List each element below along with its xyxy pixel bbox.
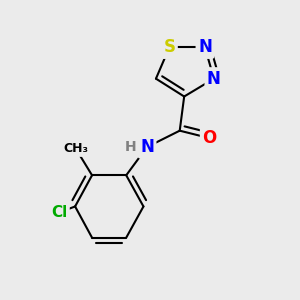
Text: N: N [198, 38, 212, 56]
Text: H: H [125, 140, 136, 154]
Text: N: N [207, 70, 221, 88]
Text: Cl: Cl [51, 205, 68, 220]
Text: N: N [140, 138, 154, 156]
Text: CH₃: CH₃ [63, 142, 88, 155]
Text: S: S [163, 38, 175, 56]
Text: O: O [202, 129, 217, 147]
